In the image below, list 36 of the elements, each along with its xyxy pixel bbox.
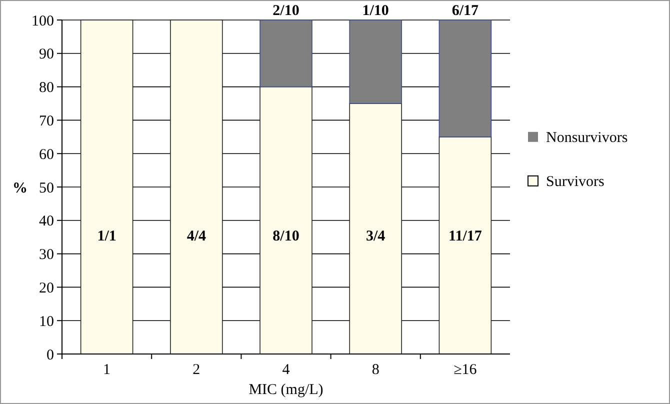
annotation: 8/10 [272,228,300,244]
bar [80,20,134,354]
y-tick-label: 10 [39,314,54,330]
annotation: 6/17 [452,3,480,19]
y-tick-label: 30 [39,247,54,264]
bar [260,86,312,354]
bar [260,20,312,88]
text: Survivors [546,174,604,190]
x-axis-title: MIC (mg/L) [248,382,324,398]
y-tick-label: 80 [39,80,54,96]
legend-label: Nonsurvivors [546,130,628,146]
x-tick-label: ≥16 [454,362,478,378]
annotation: 11/17 [448,228,482,244]
y-axis-title: % [12,180,28,196]
x-tick-label: 1 [103,362,111,378]
bar [438,136,492,354]
y-tick-label: 20 [39,280,54,296]
bar [438,20,492,138]
x-tick-label: 2 [192,362,200,378]
y-tick-label: 40 [39,214,54,230]
annotation: 3/4 [366,228,386,244]
bar [349,20,402,104]
annotation: 1/10 [362,3,389,19]
bar [170,20,223,354]
y-tick-label: 100 [32,13,54,30]
y-tick-label: 0 [46,347,54,364]
annotation: 2/10 [272,3,300,19]
y-tick-label: 70 [39,113,54,130]
y-tick-label: 50 [39,180,54,196]
y-tick-label: 90 [39,46,54,63]
annotation: 4/4 [186,228,206,244]
y-tick-label: 60 [39,146,54,163]
annotation: 1/1 [97,228,116,244]
x-tick-label: 4 [282,362,290,378]
bar [349,103,402,354]
x-tick-label: 8 [372,362,380,378]
